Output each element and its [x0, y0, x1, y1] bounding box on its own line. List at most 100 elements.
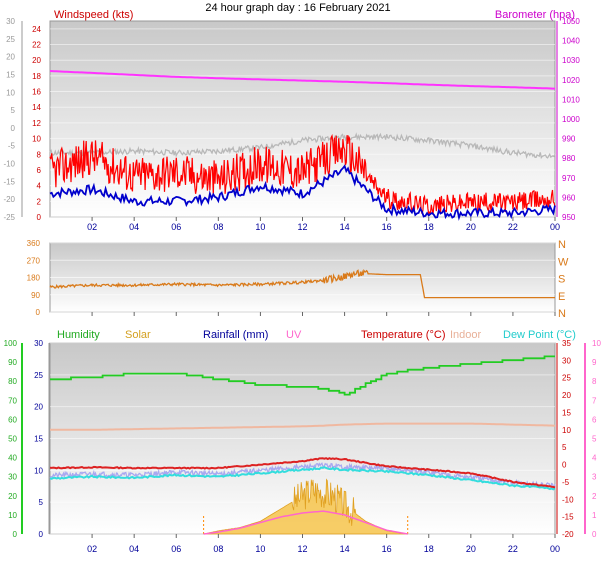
chart-title: 24 hour graph day : 16 February 2021 — [205, 2, 390, 14]
hour-tick-label-bottom: 10 — [255, 544, 265, 554]
uv-tick-label: 8 — [592, 377, 597, 386]
barometer-axis-label: Barometer (hpa) — [495, 9, 575, 21]
hour-tick-label-top: 08 — [213, 222, 223, 232]
temp-tick-label: 30 — [562, 356, 571, 365]
windspeed-axis-label: Windspeed (kts) — [54, 9, 133, 21]
temp-tick-label: -15 — [562, 513, 574, 522]
hour-tick-label-top: 02 — [87, 222, 97, 232]
hour-tick-label-top: 20 — [466, 222, 476, 232]
direction-degree-tick: 360 — [27, 239, 41, 248]
wind-tick-label: 24 — [32, 25, 41, 34]
direction-compass-tick: N — [558, 308, 566, 320]
humidity-tick-label: 90 — [8, 358, 17, 367]
humidity-tick-label: 70 — [8, 396, 17, 405]
temp-tick-label: 0 — [562, 461, 567, 470]
barometer-line — [49, 70, 555, 90]
legend-indoor: Indoor — [450, 329, 482, 341]
baro-tick-label: 950 — [562, 213, 576, 222]
uv-tick-label: 4 — [592, 454, 597, 463]
humidity-tick-label: 40 — [8, 454, 17, 463]
dewpoint-line — [49, 466, 556, 491]
baro-tick-label: 980 — [562, 154, 576, 163]
uv-tick-label: 1 — [592, 511, 597, 520]
hour-tick-label-top: 18 — [424, 222, 434, 232]
outer-tick-label: 0 — [11, 124, 16, 133]
outer-tick-label: -15 — [3, 177, 15, 186]
hour-tick-label-bottom: 18 — [424, 544, 434, 554]
hour-tick-label-bottom: 12 — [297, 544, 307, 554]
hour-tick-label-bottom: 02 — [87, 544, 97, 554]
hour-tick-label-top: 06 — [171, 222, 181, 232]
temp-tick-label: -5 — [562, 478, 570, 487]
hour-tick-label-bottom: 22 — [508, 544, 518, 554]
outer-tick-label: 20 — [6, 53, 15, 62]
outer-tick-label: -20 — [3, 195, 15, 204]
direction-degree-tick: 270 — [27, 256, 41, 265]
hour-tick-label-top: 10 — [255, 222, 265, 232]
baro-tick-label: 1000 — [562, 115, 580, 124]
solar-tick-label: 20 — [34, 403, 43, 412]
direction-compass-tick: N — [558, 239, 566, 251]
humidity-tick-label: 50 — [8, 435, 17, 444]
hour-tick-label-top: 04 — [129, 222, 139, 232]
baro-tick-label: 960 — [562, 193, 576, 202]
legend-dewpoint: Dew Point (°C) — [503, 329, 576, 341]
indoor-temp-line — [50, 422, 556, 431]
uv-tick-label: 7 — [592, 396, 597, 405]
direction-degree-tick: 0 — [36, 308, 41, 317]
temp-tick-label: 20 — [562, 391, 571, 400]
baro-tick-label: 1020 — [562, 76, 580, 85]
uv-tick-label: 10 — [592, 339, 601, 348]
temp-tick-label: 25 — [562, 374, 571, 383]
direction-compass-tick: W — [558, 256, 569, 268]
hour-tick-label-bottom: 00 — [550, 544, 560, 554]
direction-compass-tick: E — [558, 291, 565, 303]
solar-tick-label: 15 — [34, 435, 43, 444]
secondary-temp-line — [49, 462, 556, 489]
temp-humidity-panel: Humidity Solar Rainfall (mm) UV Temperat… — [4, 329, 602, 539]
hour-tick-label-bottom: 16 — [382, 544, 392, 554]
temperature-line — [49, 457, 556, 489]
wind-tick-label: 12 — [32, 119, 41, 128]
humidity-tick-label: 10 — [8, 511, 17, 520]
wind-tick-label: 6 — [37, 166, 42, 175]
humidity-tick-label: 60 — [8, 415, 17, 424]
solar-tick-label: 5 — [39, 498, 44, 507]
wind-average-line — [49, 164, 556, 221]
temp-tick-label: -20 — [562, 530, 574, 539]
wind-tick-label: 10 — [32, 135, 41, 144]
baro-tick-label: 970 — [562, 174, 576, 183]
outer-tick-label: -5 — [8, 142, 16, 151]
baro-tick-label: 1030 — [562, 56, 580, 65]
uv-tick-label: 2 — [592, 492, 597, 501]
hour-tick-label-bottom: 08 — [213, 544, 223, 554]
solar-tick-label: 0 — [39, 530, 44, 539]
hour-tick-label-bottom: 20 — [466, 544, 476, 554]
legend-humidity: Humidity — [57, 329, 100, 341]
humidity-tick-label: 100 — [4, 339, 18, 348]
uv-tick-label: 9 — [592, 358, 597, 367]
wind-gust-line — [49, 134, 556, 216]
legend-rainfall: Rainfall (mm) — [203, 329, 268, 341]
baro-tick-label: 1040 — [562, 37, 580, 46]
wind-tick-label: 20 — [32, 56, 41, 65]
uv-tick-label: 6 — [592, 415, 597, 424]
solar-tick-label: 30 — [34, 339, 43, 348]
outer-tick-label: -10 — [3, 160, 15, 169]
wind-baro-panel: Windspeed (kts) Barometer (hpa) 24222018… — [3, 9, 580, 222]
hour-tick-label-top: 12 — [297, 222, 307, 232]
hour-tick-label-top: 14 — [340, 222, 350, 232]
ghost-series-line — [49, 132, 556, 160]
wind-plot-area — [49, 20, 556, 218]
temp-tick-label: 5 — [562, 443, 567, 452]
temp-tick-label: 15 — [562, 408, 571, 417]
solar-tick-label: 10 — [34, 466, 43, 475]
hour-tick-label-top: 22 — [508, 222, 518, 232]
wind-tick-label: 0 — [37, 213, 42, 222]
outer-tick-label: 10 — [6, 88, 15, 97]
wind-tick-label: 22 — [32, 41, 41, 50]
wind-tick-label: 4 — [37, 182, 42, 191]
humidity-tick-label: 20 — [8, 492, 17, 501]
